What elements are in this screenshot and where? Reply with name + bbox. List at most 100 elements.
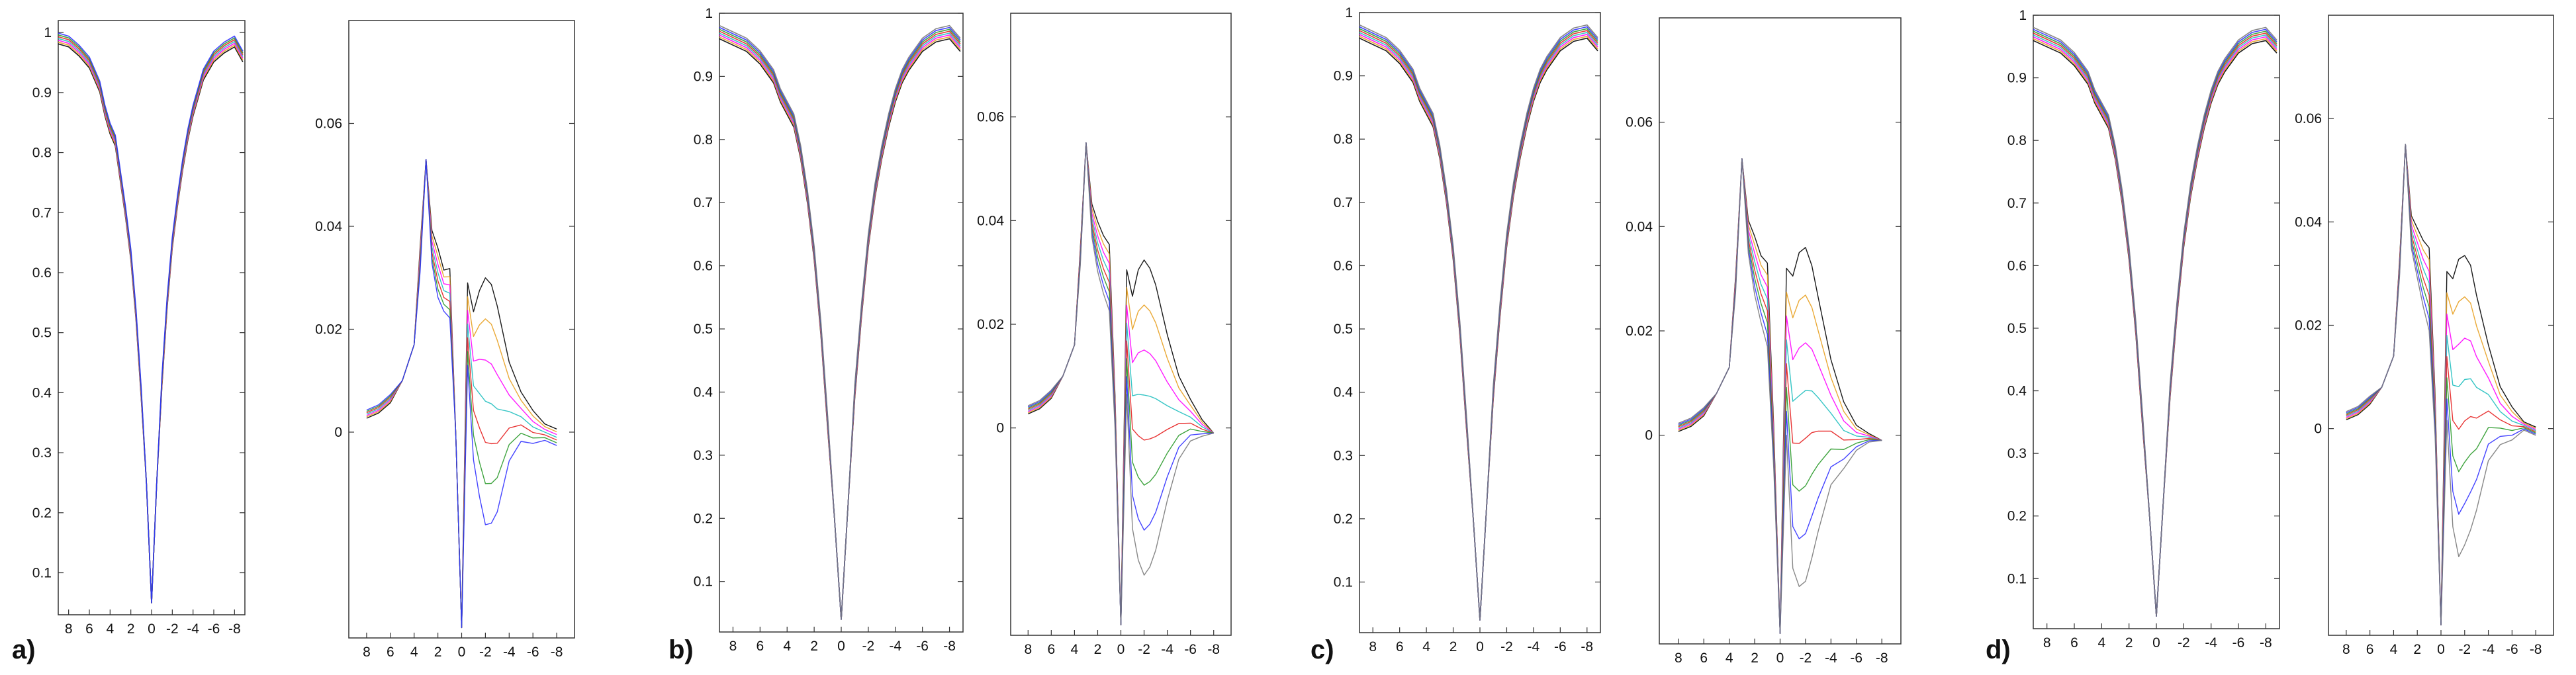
difference-plot-frame bbox=[1659, 17, 1902, 645]
profile-ytick-label: 0.9 bbox=[694, 69, 713, 84]
difference-plot-frame bbox=[348, 20, 575, 639]
profile-ytick-label: 0.5 bbox=[1334, 322, 1353, 337]
profile-xtick-label: -4 bbox=[2205, 635, 2217, 651]
profile-ytick-label: 0.7 bbox=[694, 195, 713, 210]
difference-xtick-label: -2 bbox=[479, 645, 492, 660]
difference-xtick-label: 8 bbox=[2342, 642, 2350, 657]
difference-series-line bbox=[366, 159, 557, 629]
profile-series-line bbox=[719, 38, 961, 620]
profile-series-line bbox=[2033, 28, 2277, 617]
profile-ytick-label: 1 bbox=[1345, 5, 1353, 21]
difference-series-line bbox=[2346, 144, 2536, 626]
difference-series-line bbox=[2346, 144, 2536, 626]
difference-series-line bbox=[1678, 158, 1882, 634]
profile-series-line bbox=[58, 38, 244, 604]
difference-ytick-label: 0.04 bbox=[1626, 219, 1653, 234]
profile-series-line bbox=[2033, 30, 2277, 617]
difference-plot: 8 6 4 2 0 -2 -4 -6 -800.020.040.06 bbox=[1626, 17, 1902, 666]
profile-plot: 8 6 4 2 0 -2 -4 -6 -80.10.20.30.40.50.60.70.80.9… bbox=[1334, 5, 1601, 654]
profile-xtick-label: -2 bbox=[2178, 635, 2190, 651]
difference-ytick-label: 0.02 bbox=[2295, 318, 2322, 334]
profile-series-line bbox=[719, 34, 961, 620]
difference-xtick-label: -2 bbox=[1800, 651, 1812, 666]
profile-plot: 8 6 4 2 0 -2 -4 -6 -80.10.20.30.40.50.60.70.80.9… bbox=[2007, 8, 2280, 651]
profile-ytick-label: 0.7 bbox=[1334, 195, 1353, 210]
profile-ytick-label: 0.9 bbox=[2007, 71, 2027, 86]
profile-series-line bbox=[719, 26, 961, 620]
profile-ytick-label: 0.3 bbox=[2007, 446, 2027, 461]
difference-xtick-label: 6 bbox=[2366, 642, 2374, 657]
profile-series-line bbox=[719, 30, 961, 620]
difference-series-line bbox=[1028, 142, 1214, 625]
panel-label: d) bbox=[1986, 635, 2011, 664]
difference-xtick-label: 2 bbox=[1094, 642, 1102, 657]
profile-xtick-label: 8 bbox=[65, 621, 73, 637]
difference-xtick-label: -6 bbox=[1850, 651, 1863, 666]
difference-xtick-label: 4 bbox=[1725, 651, 1733, 666]
profile-xtick-label: 0 bbox=[1476, 639, 1484, 654]
profile-xtick-label: -2 bbox=[1500, 639, 1513, 654]
difference-xtick-label: 6 bbox=[1700, 651, 1708, 666]
difference-xtick-label: -6 bbox=[2506, 642, 2518, 657]
profile-plot-frame bbox=[58, 20, 246, 615]
profile-xtick-label: 6 bbox=[1396, 639, 1404, 654]
difference-ytick-label: 0.06 bbox=[1626, 115, 1653, 130]
difference-series-line bbox=[1678, 158, 1882, 634]
difference-series-line bbox=[2346, 144, 2536, 626]
profile-ytick-label: 0.6 bbox=[694, 259, 713, 274]
profile-ytick-label: 0.7 bbox=[2007, 196, 2027, 211]
profile-ytick-label: 0.5 bbox=[694, 322, 713, 337]
difference-ytick-label: 0.04 bbox=[977, 213, 1004, 228]
profile-series-line bbox=[719, 24, 961, 620]
profile-ytick-label: 0.8 bbox=[2007, 133, 2027, 148]
profile-xtick-label: 8 bbox=[1369, 639, 1377, 654]
profile-ytick-label: 0.8 bbox=[694, 132, 713, 148]
profile-ytick-label: 0.4 bbox=[1334, 385, 1354, 400]
chart-group-a: a)8 6 4 2 0 -2 -4 -6 -80.10.20.30.40.50.60.70.80… bbox=[12, 20, 575, 664]
profile-ytick-label: 0.1 bbox=[32, 566, 52, 581]
profile-xtick-label: -4 bbox=[1528, 639, 1540, 654]
profile-ytick-label: 0.1 bbox=[694, 574, 713, 590]
difference-ytick-label: 0.04 bbox=[315, 219, 342, 234]
chart-group-b: b) 8 6 4 2 0 -2 -4 -6 -80.10.20.30.40.50.60.70.80… bbox=[668, 6, 1232, 664]
profile-xtick-label: -8 bbox=[943, 639, 956, 654]
difference-ytick-label: 0.06 bbox=[315, 116, 342, 132]
difference-xtick-label: 8 bbox=[1675, 651, 1682, 666]
difference-xtick-label: -4 bbox=[2482, 642, 2495, 657]
difference-plot: 8 6 4 2 0 -2 -4 -6 -800.020.040.06 bbox=[977, 13, 1232, 657]
profile-ytick-label: 0.4 bbox=[694, 384, 713, 400]
panel-label: a) bbox=[12, 635, 36, 664]
profile-ytick-label: 0.4 bbox=[2007, 384, 2027, 399]
profile-ytick-label: 0.8 bbox=[1334, 132, 1353, 147]
profile-ytick-label: 0.2 bbox=[2007, 509, 2027, 524]
difference-ytick-label: 0.02 bbox=[977, 317, 1004, 332]
difference-xtick-label: -6 bbox=[527, 645, 539, 660]
profile-plot: 8 6 4 2 0 -2 -4 -6 -80.10.20.30.40.50.60.70.80.9… bbox=[32, 20, 246, 637]
profile-xtick-label: 2 bbox=[2125, 635, 2133, 651]
profile-xtick-label: 8 bbox=[729, 639, 737, 654]
difference-series-line bbox=[2346, 144, 2536, 626]
panel-label: b) bbox=[668, 635, 694, 664]
difference-xtick-label: 4 bbox=[1071, 642, 1079, 657]
profile-ytick-label: 0.6 bbox=[32, 265, 52, 281]
profile-ytick-label: 0.5 bbox=[2007, 321, 2027, 336]
profile-series-line bbox=[2033, 38, 2277, 617]
profile-xtick-label: -2 bbox=[862, 639, 875, 654]
difference-plot: 8 6 4 2 0 -2 -4 -6 -800.020.040.06 bbox=[2295, 15, 2554, 657]
difference-xtick-label: 4 bbox=[2390, 642, 2398, 657]
profile-series-line bbox=[2033, 32, 2277, 617]
profile-plot-frame bbox=[1359, 12, 1601, 633]
difference-ytick-label: 0.06 bbox=[2295, 111, 2322, 126]
profile-xtick-label: 4 bbox=[106, 621, 114, 637]
profile-xtick-label: 2 bbox=[127, 621, 135, 637]
difference-series-line bbox=[2346, 144, 2536, 626]
profile-series-line bbox=[58, 34, 244, 604]
profile-ytick-label: 0.2 bbox=[32, 506, 52, 521]
profile-xtick-label: -8 bbox=[1581, 639, 1593, 654]
difference-xtick-label: 2 bbox=[1751, 651, 1759, 666]
profile-xtick-label: 2 bbox=[1449, 639, 1457, 654]
difference-series-line bbox=[1678, 158, 1882, 634]
profile-xtick-label: -6 bbox=[2232, 635, 2245, 651]
difference-xtick-label: 8 bbox=[1024, 642, 1032, 657]
